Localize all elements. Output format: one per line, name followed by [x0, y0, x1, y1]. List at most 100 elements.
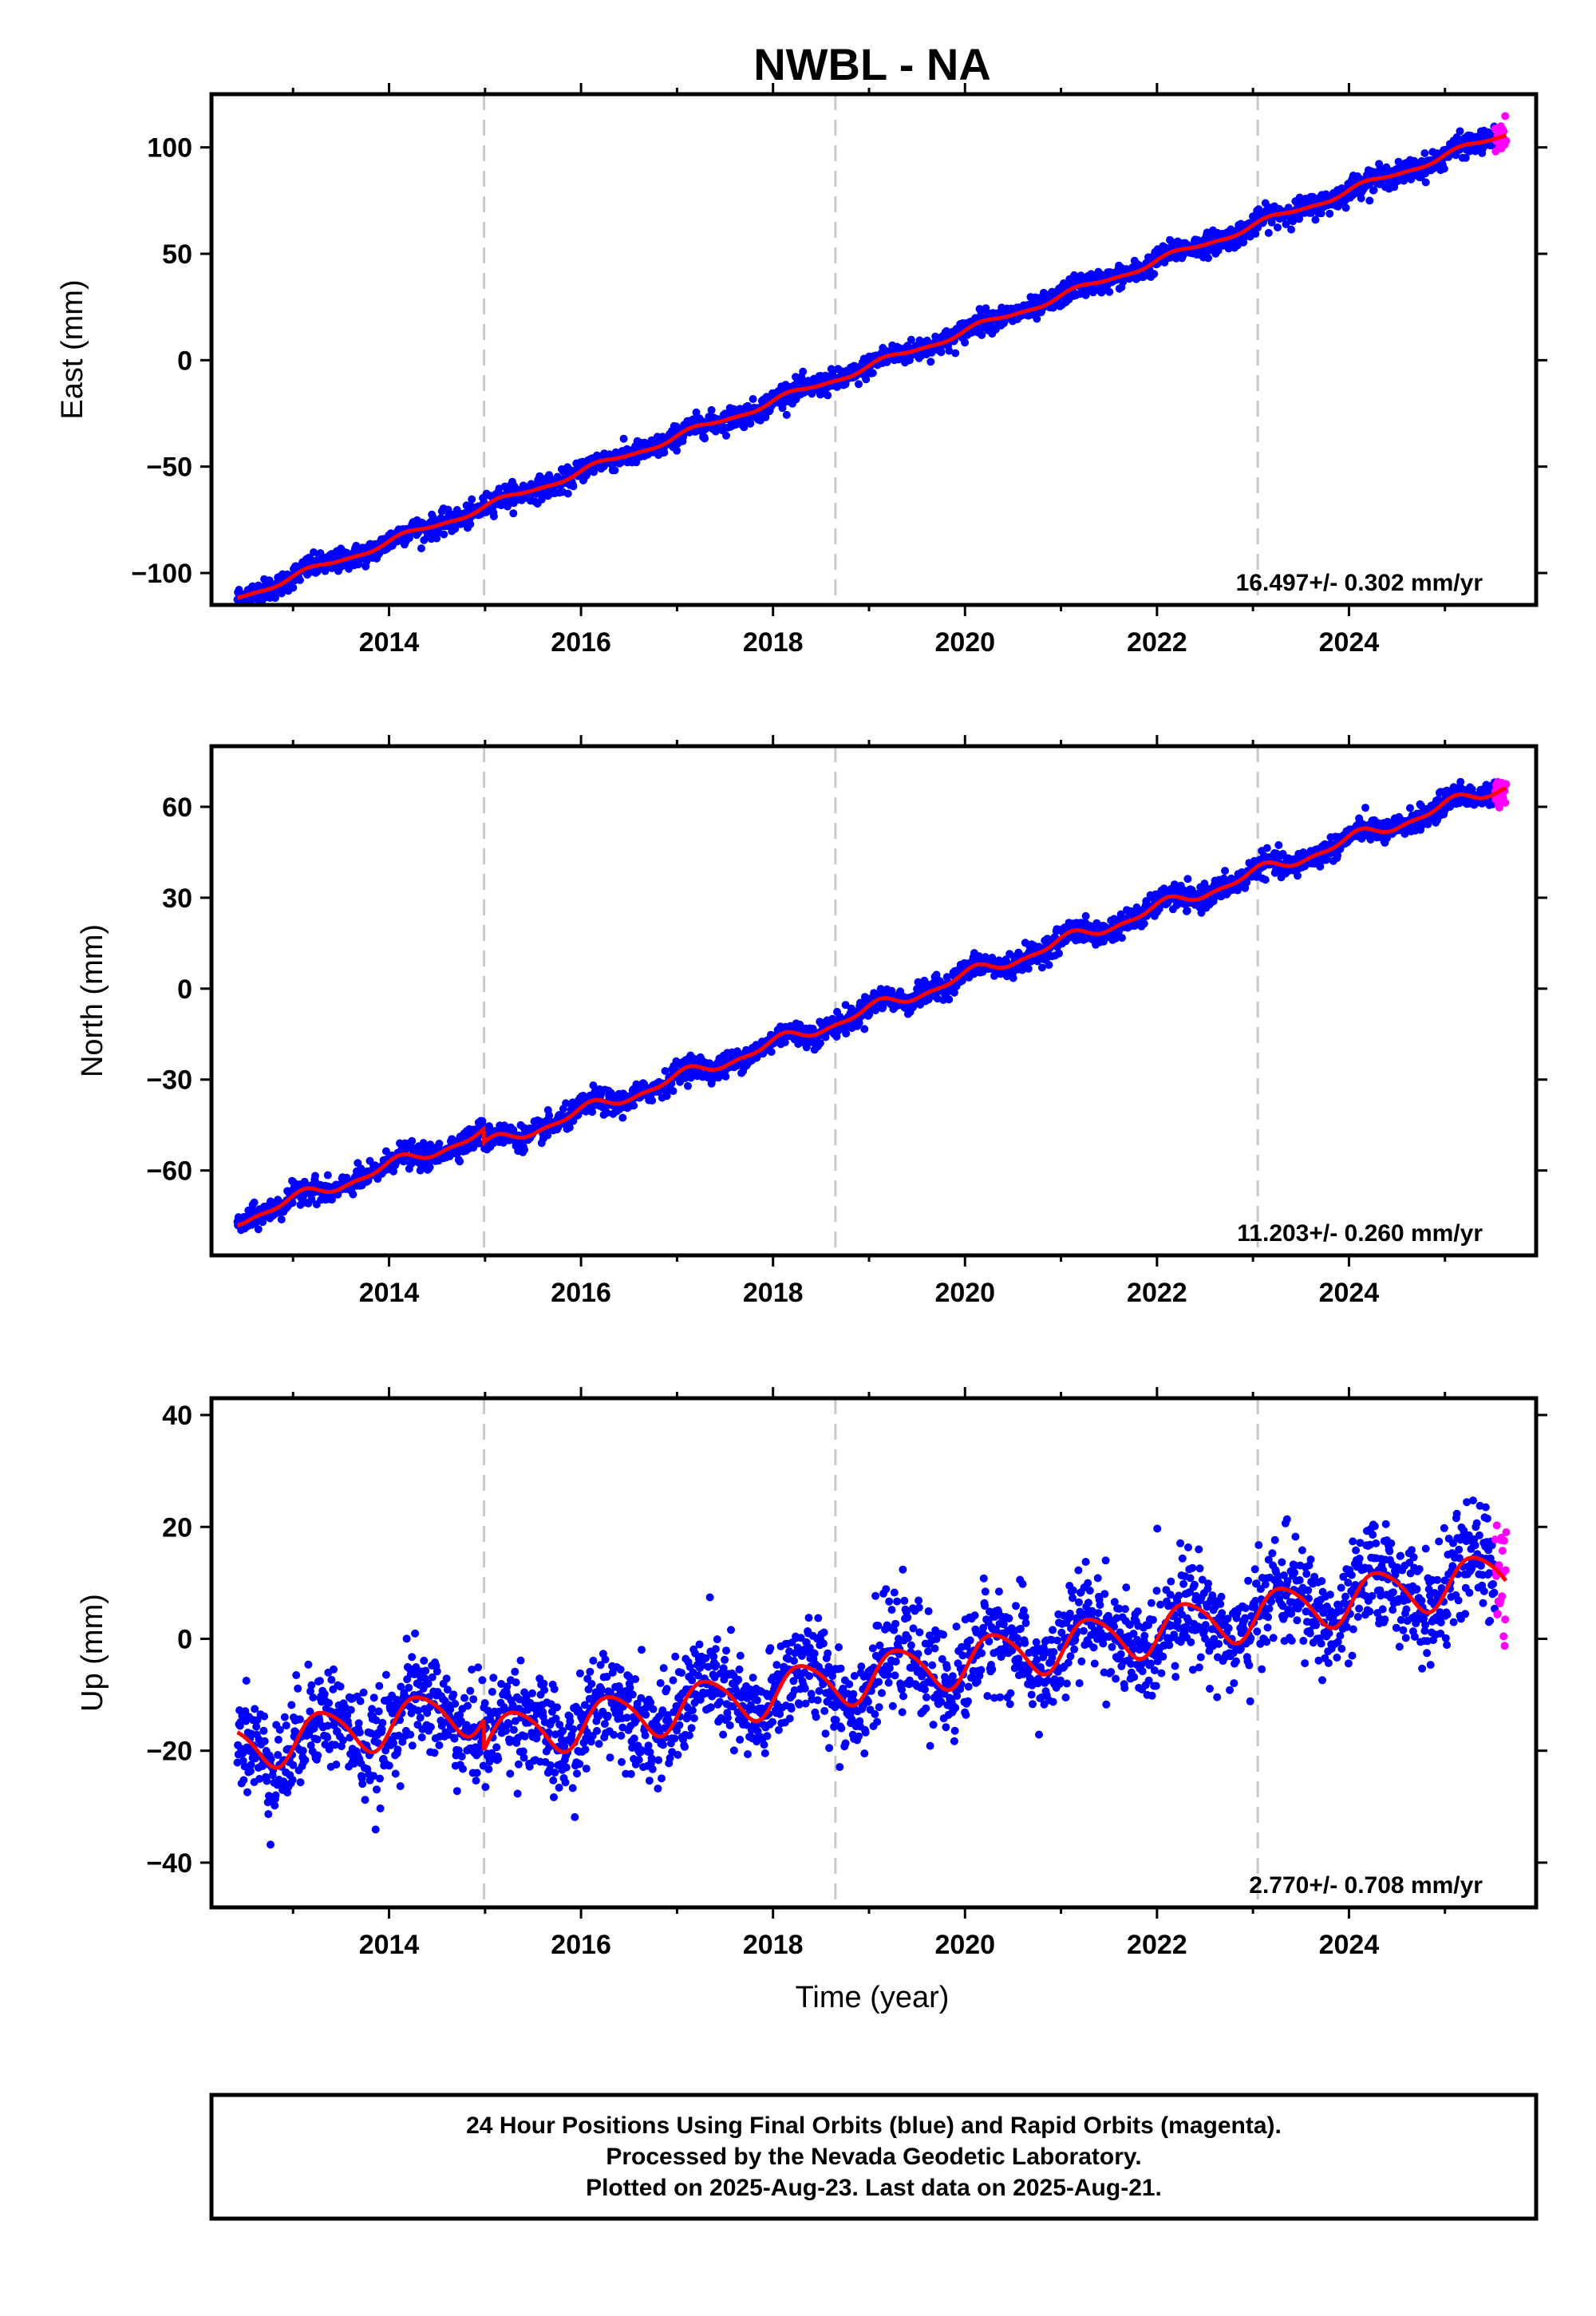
final-orbit-point — [660, 449, 669, 456]
final-orbit-point — [1118, 934, 1126, 943]
final-orbit-point — [1009, 974, 1017, 982]
y-tick-label: −30 — [146, 1065, 192, 1096]
final-orbit-point — [242, 1677, 251, 1685]
final-orbit-point — [978, 330, 986, 339]
x-tick-label: 2016 — [551, 627, 611, 658]
final-orbit-point — [295, 575, 304, 584]
final-orbit-point — [701, 434, 709, 443]
final-orbit-point — [1456, 127, 1464, 136]
final-orbit-point — [277, 1215, 286, 1223]
x-tick-label: 2020 — [934, 1278, 995, 1308]
east-panel: 2014 2016 2018 2020 2022 2024−100−50050100Eas… — [56, 83, 1547, 658]
y-tick-label: 50 — [162, 239, 192, 270]
final-orbit-point — [440, 530, 448, 539]
y-tick-label: 60 — [162, 792, 192, 823]
final-orbit-point — [707, 405, 716, 414]
final-orbit-point — [311, 1172, 319, 1180]
final-orbit-point — [1264, 228, 1273, 237]
final-orbit-point — [1421, 178, 1430, 187]
final-orbit-point — [1341, 204, 1350, 212]
final-orbit-point — [1440, 164, 1448, 173]
final-orbit-point — [684, 1081, 692, 1090]
data-points — [233, 777, 1511, 1235]
final-orbit-point — [1204, 254, 1212, 263]
final-orbit-point — [721, 1072, 730, 1081]
final-orbit-point — [1055, 949, 1063, 958]
data-points — [233, 1496, 1511, 1849]
final-orbit-point — [254, 1225, 263, 1234]
final-orbit-point — [1150, 270, 1159, 279]
final-orbit-point — [1369, 186, 1378, 195]
x-tick-label: 2024 — [1319, 1278, 1380, 1308]
final-orbit-point — [610, 466, 619, 475]
final-orbit-point — [239, 1776, 248, 1784]
final-orbit-point — [1287, 225, 1296, 234]
x-tick-label: 2022 — [1127, 1278, 1187, 1308]
x-tick-label: 2014 — [359, 1278, 420, 1308]
rapid-orbit-point — [1501, 112, 1510, 121]
final-orbit-point — [1140, 919, 1148, 928]
final-orbit-point — [673, 446, 681, 455]
final-orbit-point — [619, 434, 628, 443]
final-orbit-point — [855, 380, 863, 389]
final-orbit-point — [310, 548, 318, 556]
final-orbit-point — [569, 482, 578, 491]
chart-title: NWBL - NA — [753, 39, 991, 89]
y-tick-label: 0 — [177, 974, 192, 1005]
final-orbit-point — [1261, 875, 1270, 884]
final-orbit-point — [937, 348, 946, 357]
x-tick-label: 2018 — [743, 1278, 804, 1308]
y-axis-label: East (mm) — [56, 279, 89, 419]
final-orbit-point — [824, 391, 832, 400]
final-orbit-point — [1274, 841, 1283, 849]
final-orbit-point — [662, 1092, 671, 1101]
final-orbit-point — [630, 1101, 638, 1110]
velocity-annotation: 16.497+/- 0.302 mm/yr — [1236, 570, 1483, 596]
final-orbit-point — [1274, 223, 1282, 231]
final-orbit-point — [1325, 209, 1334, 218]
final-orbit-point — [926, 358, 935, 366]
final-orbit-point — [618, 1113, 627, 1122]
x-tick-label: 2024 — [1319, 627, 1380, 658]
final-orbit-point — [1311, 215, 1320, 224]
final-orbit-point — [316, 549, 325, 558]
final-orbit-point — [1361, 804, 1369, 812]
final-orbit-point — [868, 369, 877, 377]
final-orbit-point — [860, 1025, 869, 1034]
y-tick-label: 0 — [177, 346, 192, 376]
final-orbit-point — [669, 1087, 678, 1095]
y-tick-label: −100 — [131, 559, 192, 589]
final-orbit-point — [243, 1788, 251, 1796]
final-orbit-point — [799, 367, 808, 376]
final-orbit-point — [722, 431, 730, 440]
north-panel: 2014 2016 2018 2020 2022 2024−60−3003060North… — [76, 735, 1547, 1308]
x-tick-label: 2018 — [743, 627, 804, 658]
final-orbit-point — [1221, 867, 1230, 875]
final-orbit-point — [563, 489, 572, 498]
final-orbit-point — [1262, 844, 1271, 852]
final-orbit-point — [520, 1145, 529, 1154]
final-orbit-point — [1406, 804, 1414, 812]
velocity-annotation: 11.203+/- 0.260 mm/yr — [1237, 1220, 1483, 1247]
y-tick-label: 100 — [147, 133, 192, 164]
final-orbit-point — [1105, 287, 1114, 296]
final-orbit-point — [259, 1726, 268, 1735]
final-orbit-point — [468, 495, 476, 504]
x-tick-label: 2014 — [359, 627, 420, 658]
final-orbit-point — [749, 395, 757, 403]
final-orbit-point — [1183, 907, 1191, 915]
final-orbit-point — [767, 1048, 776, 1056]
data-points — [233, 112, 1511, 606]
final-orbit-point — [1024, 964, 1033, 973]
final-orbit-point — [456, 1157, 464, 1166]
final-orbit-point — [509, 509, 518, 518]
final-orbit-point — [408, 1136, 417, 1145]
final-orbit-point — [746, 419, 755, 428]
final-orbit-point — [782, 410, 791, 419]
final-orbit-point — [1081, 911, 1090, 920]
final-orbit-point — [945, 995, 954, 1004]
final-orbit-point — [260, 1737, 269, 1745]
final-orbit-point — [862, 375, 871, 384]
x-tick-label: 2020 — [934, 627, 995, 658]
